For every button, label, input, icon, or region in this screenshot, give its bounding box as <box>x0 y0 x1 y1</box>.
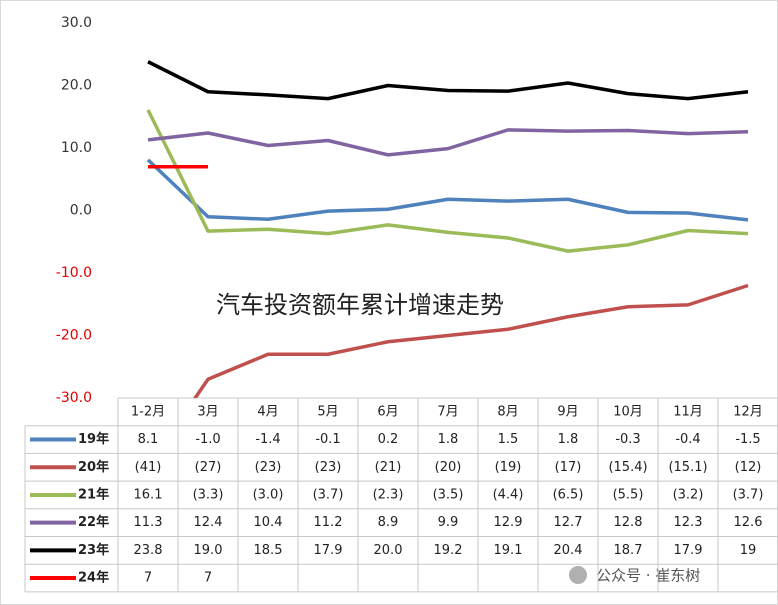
series-line-group <box>146 158 749 222</box>
series-line-group <box>147 128 749 157</box>
data-label: -0.3 <box>615 432 640 447</box>
y-tick-label: -30.0 <box>56 390 92 406</box>
data-label: (3.3) <box>193 487 224 502</box>
data-label: 18.5 <box>254 543 283 558</box>
data-label: 1.5 <box>498 432 519 447</box>
y-tick-label: 20.0 <box>61 78 92 94</box>
data-label: (3.7) <box>313 487 344 502</box>
legend-label: 23年 <box>78 542 109 558</box>
data-label: 19.2 <box>434 543 463 558</box>
data-label: 7 <box>204 571 212 586</box>
data-label: (15.1) <box>668 460 707 475</box>
data-label: 20.0 <box>374 543 403 558</box>
series-line-group <box>146 109 749 253</box>
data-label: 20.4 <box>554 543 583 558</box>
data-label: 19.1 <box>494 543 523 558</box>
x-tick-label: 6月 <box>377 404 398 419</box>
data-label: 23.8 <box>134 543 163 558</box>
data-label: (3.5) <box>433 487 464 502</box>
x-tick-label: 7月 <box>437 404 458 419</box>
legend-label: 21年 <box>78 486 109 502</box>
data-label: (5.5) <box>613 487 644 502</box>
data-label: 7 <box>144 571 152 586</box>
data-label: (3.2) <box>673 487 704 502</box>
x-tick-label: 1-2月 <box>131 404 165 419</box>
data-label: 16.1 <box>134 487 163 502</box>
data-label: 11.3 <box>134 515 163 530</box>
data-label: (27) <box>195 460 222 475</box>
data-label: -1.5 <box>735 432 760 447</box>
series-line-group <box>147 60 749 101</box>
data-label: 1.8 <box>558 432 579 447</box>
data-label: (21) <box>375 460 402 475</box>
series-line <box>147 128 749 157</box>
x-tick-label: 3月 <box>197 404 218 419</box>
data-label: (4.4) <box>493 487 524 502</box>
data-label: 19 <box>740 543 757 558</box>
data-label: 12.3 <box>674 515 703 530</box>
data-label: (3.7) <box>733 487 764 502</box>
x-tick-label: 9月 <box>557 404 578 419</box>
series-line <box>147 60 749 101</box>
data-label: 19.0 <box>194 543 223 558</box>
data-label: 12.7 <box>554 515 583 530</box>
data-label: (17) <box>555 460 582 475</box>
x-tick-label: 10月 <box>613 404 643 419</box>
legend-label: 24年 <box>78 570 109 586</box>
data-label: 8.9 <box>378 515 399 530</box>
data-label: (2.3) <box>373 487 404 502</box>
data-label: 12.6 <box>734 515 763 530</box>
data-label: 18.7 <box>614 543 643 558</box>
y-tick-label: 0.0 <box>70 203 92 219</box>
y-tick-label: 30.0 <box>61 15 92 31</box>
y-tick-label: 10.0 <box>61 140 92 156</box>
data-label: 17.9 <box>314 543 343 558</box>
data-label: (12) <box>735 460 762 475</box>
data-label: -1.4 <box>255 432 280 447</box>
series-line <box>146 158 749 222</box>
y-tick-label: -10.0 <box>56 265 92 281</box>
series-line <box>193 283 749 398</box>
y-tick-label: -20.0 <box>56 328 92 344</box>
data-label: 12.4 <box>194 515 223 530</box>
data-label: -0.4 <box>675 432 700 447</box>
data-label: 17.9 <box>674 543 703 558</box>
data-label: 8.1 <box>138 432 159 447</box>
data-label: (15.4) <box>608 460 647 475</box>
data-label: -1.0 <box>195 432 220 447</box>
watermark: 公众号 · 崔东树 <box>596 567 700 585</box>
data-label: 12.8 <box>614 515 643 530</box>
data-label: 0.2 <box>378 432 399 447</box>
data-label: (3.0) <box>253 487 284 502</box>
data-label: 1.8 <box>438 432 459 447</box>
data-label: (19) <box>495 460 522 475</box>
data-label: 9.9 <box>438 515 459 530</box>
x-tick-label: 11月 <box>673 404 703 419</box>
data-label: 11.2 <box>314 515 343 530</box>
x-tick-label: 8月 <box>497 404 518 419</box>
data-label: (23) <box>315 460 342 475</box>
data-label: 12.9 <box>494 515 523 530</box>
data-label: 10.4 <box>254 515 283 530</box>
x-tick-label: 5月 <box>317 404 338 419</box>
data-label: (23) <box>255 460 282 475</box>
data-label: -0.1 <box>315 432 340 447</box>
x-tick-label: 4月 <box>257 404 278 419</box>
data-label: (20) <box>435 460 462 475</box>
watermark-icon <box>569 566 587 584</box>
series-line-group <box>193 283 749 398</box>
data-label: (41) <box>135 460 162 475</box>
x-tick-label: 12月 <box>733 404 763 419</box>
series-line <box>146 109 749 253</box>
legend-label: 19年 <box>78 431 109 447</box>
data-label: (6.5) <box>553 487 584 502</box>
legend-label: 22年 <box>78 514 109 530</box>
annotation: 汽车投资额年累计增速走势 <box>216 291 504 319</box>
legend-label: 20年 <box>78 459 109 475</box>
